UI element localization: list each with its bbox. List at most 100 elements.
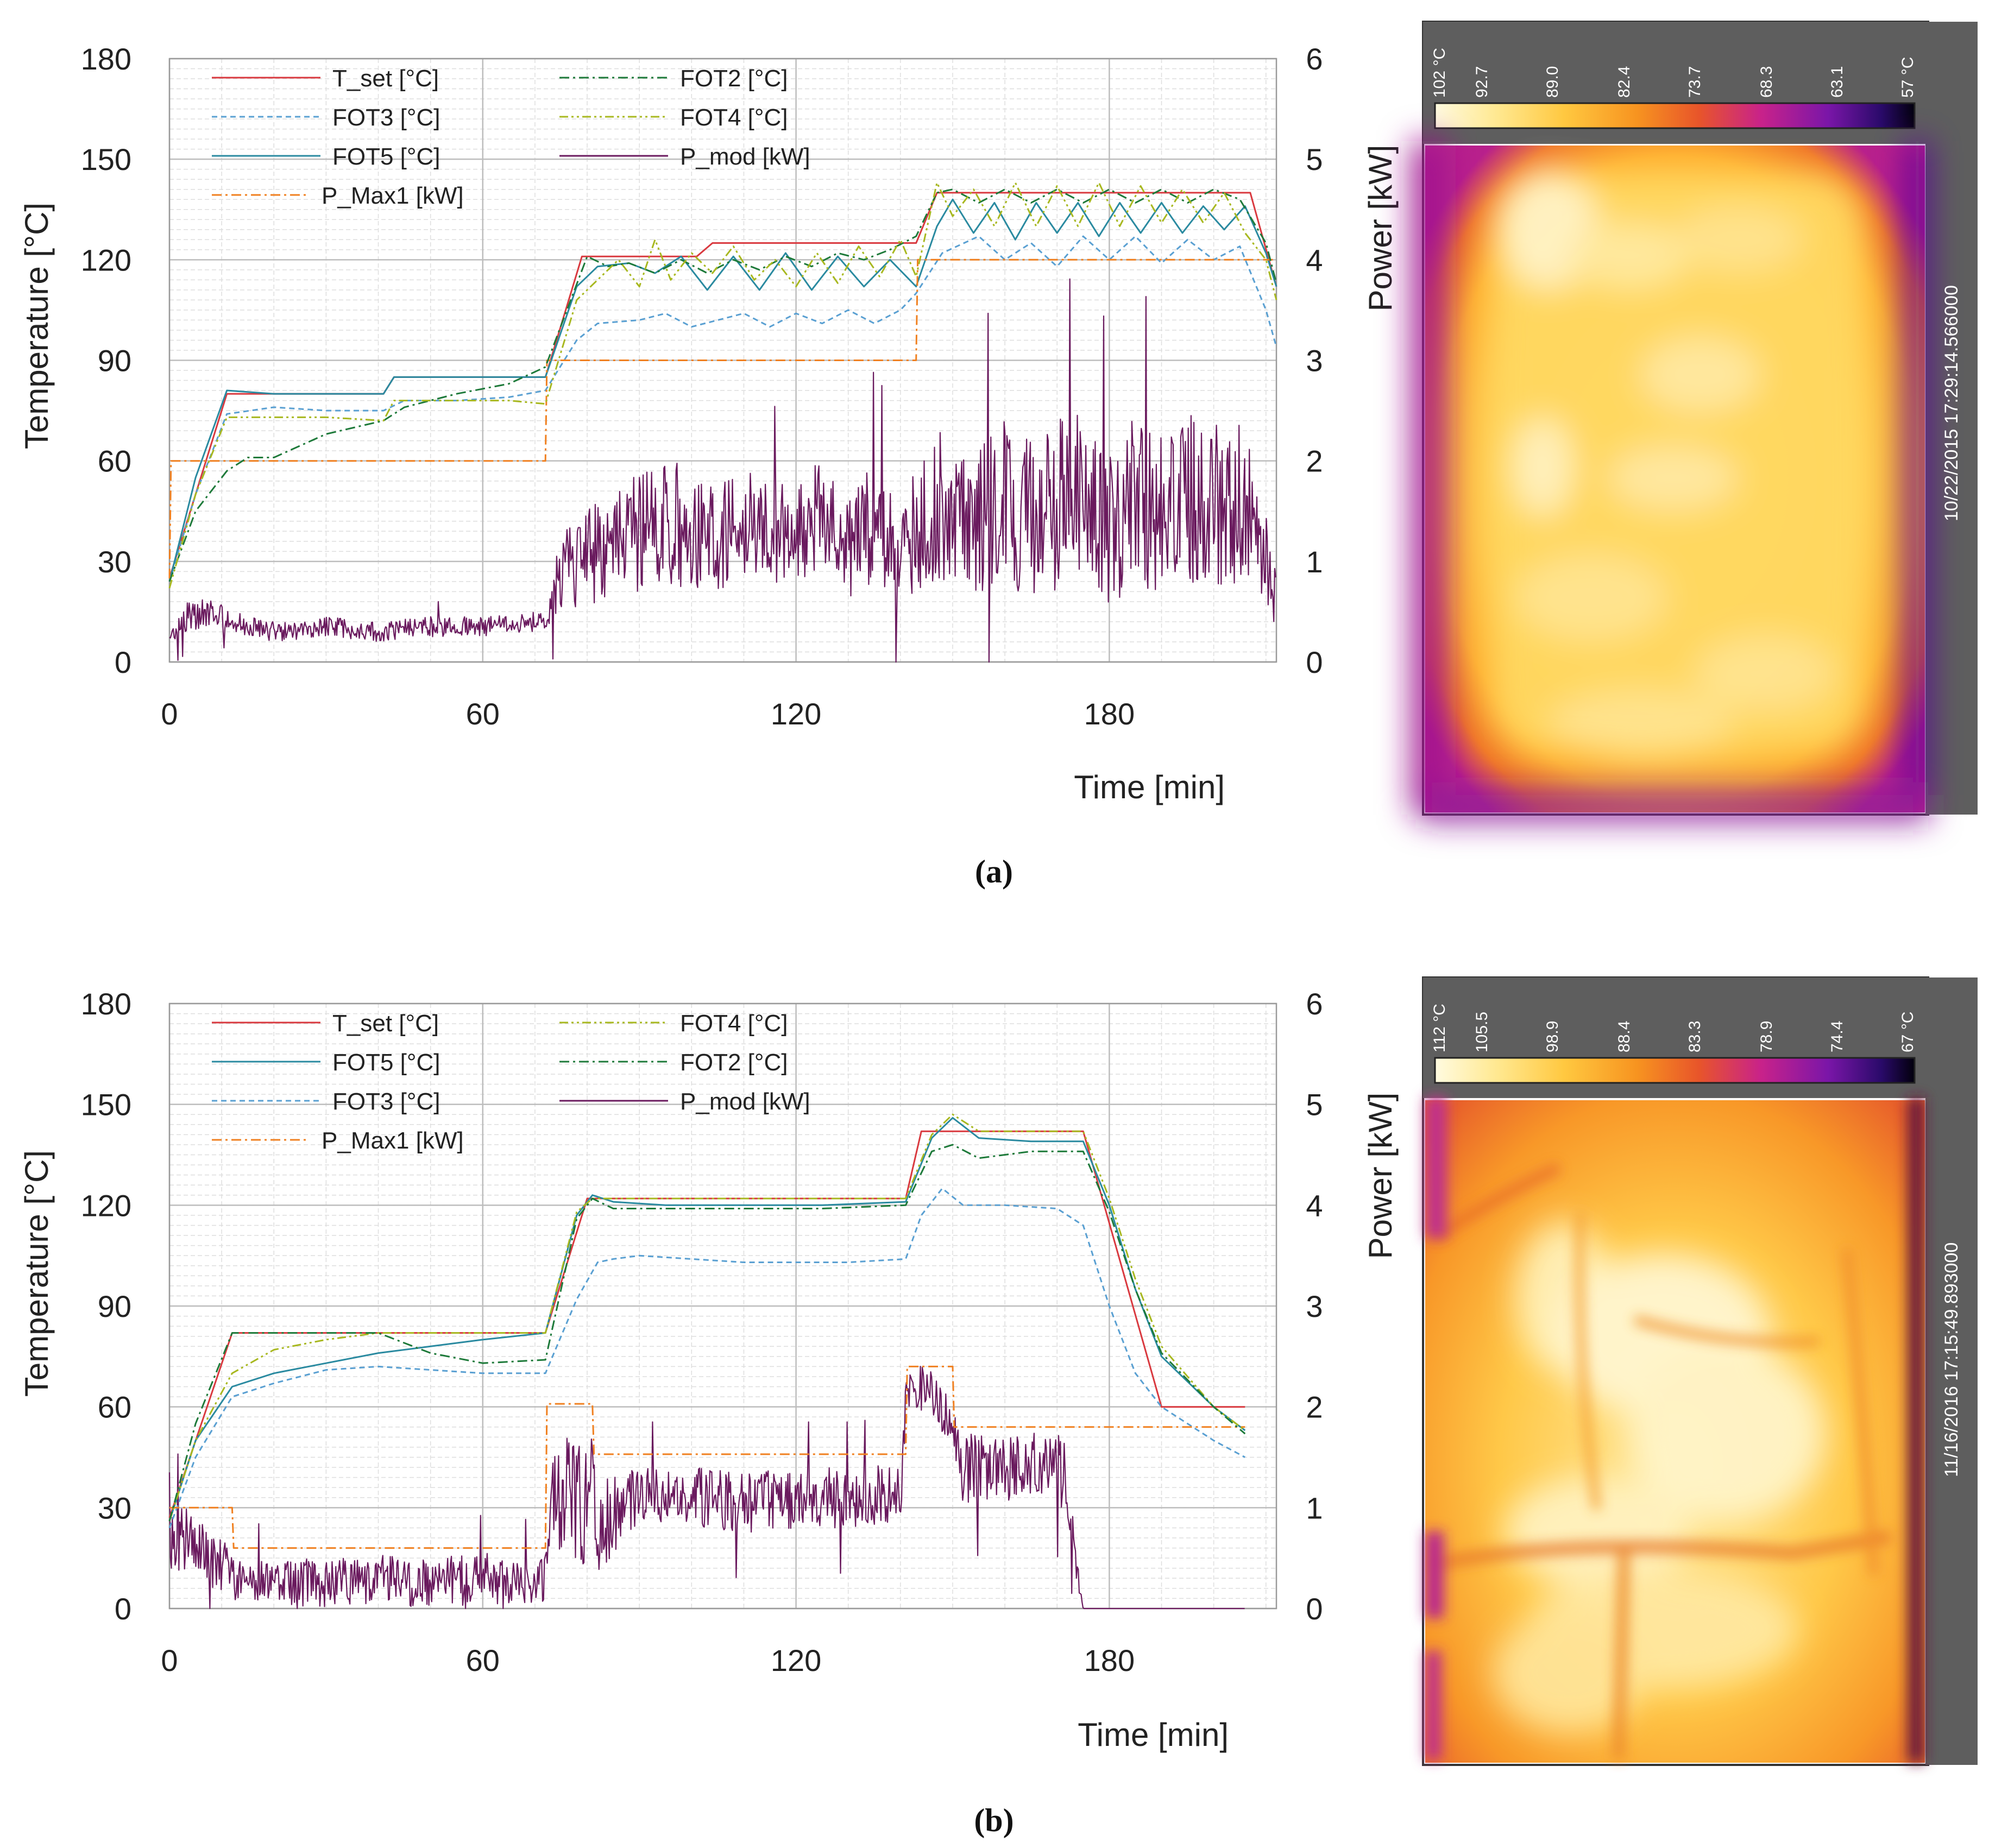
y2-tick-label: 2 — [1306, 1390, 1323, 1424]
y-tick-label: 0 — [115, 1592, 131, 1626]
y-tick-label: 120 — [81, 1188, 131, 1222]
y2-tick-label: 6 — [1306, 42, 1323, 76]
x-tick-label: 120 — [771, 697, 821, 731]
y2-tick-label: 1 — [1306, 1491, 1323, 1525]
y2-axis-label: Power [kW] — [1362, 1093, 1399, 1259]
legend-item: FOT5 [°C] — [212, 143, 440, 170]
y2-tick-label: 5 — [1306, 1088, 1323, 1122]
scale-label: 67 °C — [1899, 1012, 1917, 1052]
legend-item: P_mod [kW] — [559, 143, 810, 170]
scale-label: 74.4 — [1828, 1021, 1846, 1052]
legend-label: T_set [°C] — [332, 1010, 439, 1037]
thermal-color-scale — [1434, 102, 1916, 129]
x-tick-label: 60 — [466, 1643, 500, 1677]
legend-label: FOT3 [°C] — [332, 1088, 440, 1115]
legend-item: FOT2 [°C] — [559, 65, 788, 92]
series-line-fot4 — [168, 181, 1277, 589]
legend-label: FOT4 [°C] — [680, 1010, 788, 1037]
scale-label: 83.3 — [1686, 1021, 1704, 1052]
y-axis-label: Temperature [°C] — [18, 1150, 55, 1397]
y2-tick-label: 0 — [1306, 645, 1323, 679]
y-tick-label: 60 — [98, 1390, 131, 1424]
scale-label: 89.0 — [1544, 66, 1562, 98]
y2-tick-label: 5 — [1306, 142, 1323, 176]
y2-tick-label: 4 — [1306, 243, 1323, 277]
y-tick-label: 180 — [81, 987, 131, 1021]
y-tick-label: 90 — [98, 1289, 131, 1323]
y-tick-label: 150 — [81, 142, 131, 176]
legend-label: FOT2 [°C] — [680, 65, 788, 92]
series-line-p-max1 — [168, 258, 1276, 579]
y2-tick-label: 4 — [1306, 1188, 1323, 1222]
y-tick-label: 180 — [81, 42, 131, 76]
legend-label: P_Max1 [kW] — [322, 1127, 464, 1154]
y-tick-label: 120 — [81, 243, 131, 277]
series-line-fot4 — [168, 1113, 1246, 1522]
scale-label: 88.4 — [1615, 1021, 1633, 1052]
x-tick-label: 0 — [161, 697, 178, 731]
y-tick-label: 60 — [98, 444, 131, 478]
series-line-p-mod — [169, 278, 1276, 663]
legend-label: FOT5 [°C] — [332, 143, 440, 170]
legend-item: FOT2 [°C] — [559, 1049, 788, 1076]
y-tick-label: 30 — [98, 1491, 131, 1525]
legend-item: FOT3 [°C] — [212, 104, 440, 131]
thermal-timestamp: 10/22/2015 17:29:14.566000 — [1941, 285, 1962, 521]
series-line-p-max1 — [169, 1365, 1245, 1549]
scale-label: 105.5 — [1473, 1012, 1491, 1052]
x-tick-label: 180 — [1084, 697, 1135, 731]
scale-label: 102 °C — [1431, 48, 1449, 98]
y2-axis-label: Power [kW] — [1362, 145, 1399, 312]
x-axis-label: Time [min] — [1078, 1717, 1229, 1753]
legend-label: P_mod [kW] — [680, 1088, 810, 1115]
legend-label: FOT4 [°C] — [680, 104, 788, 131]
scale-label: 57 °C — [1899, 57, 1917, 98]
scale-label: 92.7 — [1473, 66, 1491, 98]
legend-item: FOT3 [°C] — [212, 1088, 440, 1115]
legend-item: P_Max1 [kW] — [212, 182, 464, 209]
legend-label: FOT5 [°C] — [332, 1049, 440, 1076]
series-line-fot2 — [168, 1144, 1246, 1522]
legend-label: FOT2 [°C] — [680, 1049, 788, 1076]
y-tick-label: 30 — [98, 545, 131, 579]
series-line-t-set — [168, 1130, 1245, 1518]
series-line-fot5 — [168, 1117, 1246, 1522]
x-axis-label: Time [min] — [1074, 769, 1225, 805]
y-tick-label: 0 — [115, 645, 131, 679]
scale-labels: 102 °C 92.7 89.0 82.4 73.7 68.3 63.1 57 … — [1431, 48, 1917, 98]
legend-label: T_set [°C] — [332, 65, 439, 92]
panel-caption: (a) — [975, 854, 1013, 890]
legend: T_set [°C] FOT4 [°C] FOT5 [°C] FOT2 [°C] FOT… — [212, 1010, 810, 1154]
y-axis-label: Temperature [°C] — [18, 203, 55, 449]
y2-tick-label: 0 — [1306, 1592, 1323, 1626]
series-line-fot3 — [168, 1187, 1246, 1529]
x-tick-label: 120 — [771, 1643, 821, 1677]
series-group — [168, 181, 1277, 663]
scale-label: 73.7 — [1686, 66, 1704, 98]
legend-item: FOT5 [°C] — [212, 1049, 440, 1076]
series-line-fot2 — [168, 188, 1277, 582]
plot-frame — [168, 1002, 1277, 1610]
scale-labels: 112 °C 105.5 98.9 88.4 83.3 78.9 74.4 67… — [1431, 1004, 1917, 1052]
y2-tick-label: 3 — [1306, 1289, 1323, 1323]
y-tick-label: 90 — [98, 344, 131, 378]
y2-tick-label: 2 — [1306, 444, 1323, 478]
series-line-fot5 — [168, 198, 1277, 582]
legend-item: FOT4 [°C] — [559, 1010, 788, 1037]
legend: T_set [°C] FOT2 [°C] FOT3 [°C] FOT4 [°C] FOT… — [212, 65, 810, 209]
thermal-image-b: 112 °C 105.5 98.9 88.4 83.3 78.9 74.4 67… — [1422, 976, 1978, 1766]
thermal-image-a: 102 °C 92.7 89.0 82.4 73.7 68.3 63.1 57 … — [1412, 21, 1978, 820]
scale-label: 112 °C — [1431, 1004, 1449, 1052]
scale-label: 78.9 — [1758, 1021, 1776, 1052]
scale-label: 63.1 — [1828, 66, 1846, 98]
y2-tick-label: 6 — [1306, 987, 1323, 1021]
legend-label: P_Max1 [kW] — [322, 182, 464, 209]
y-tick-label: 150 — [81, 1088, 131, 1122]
